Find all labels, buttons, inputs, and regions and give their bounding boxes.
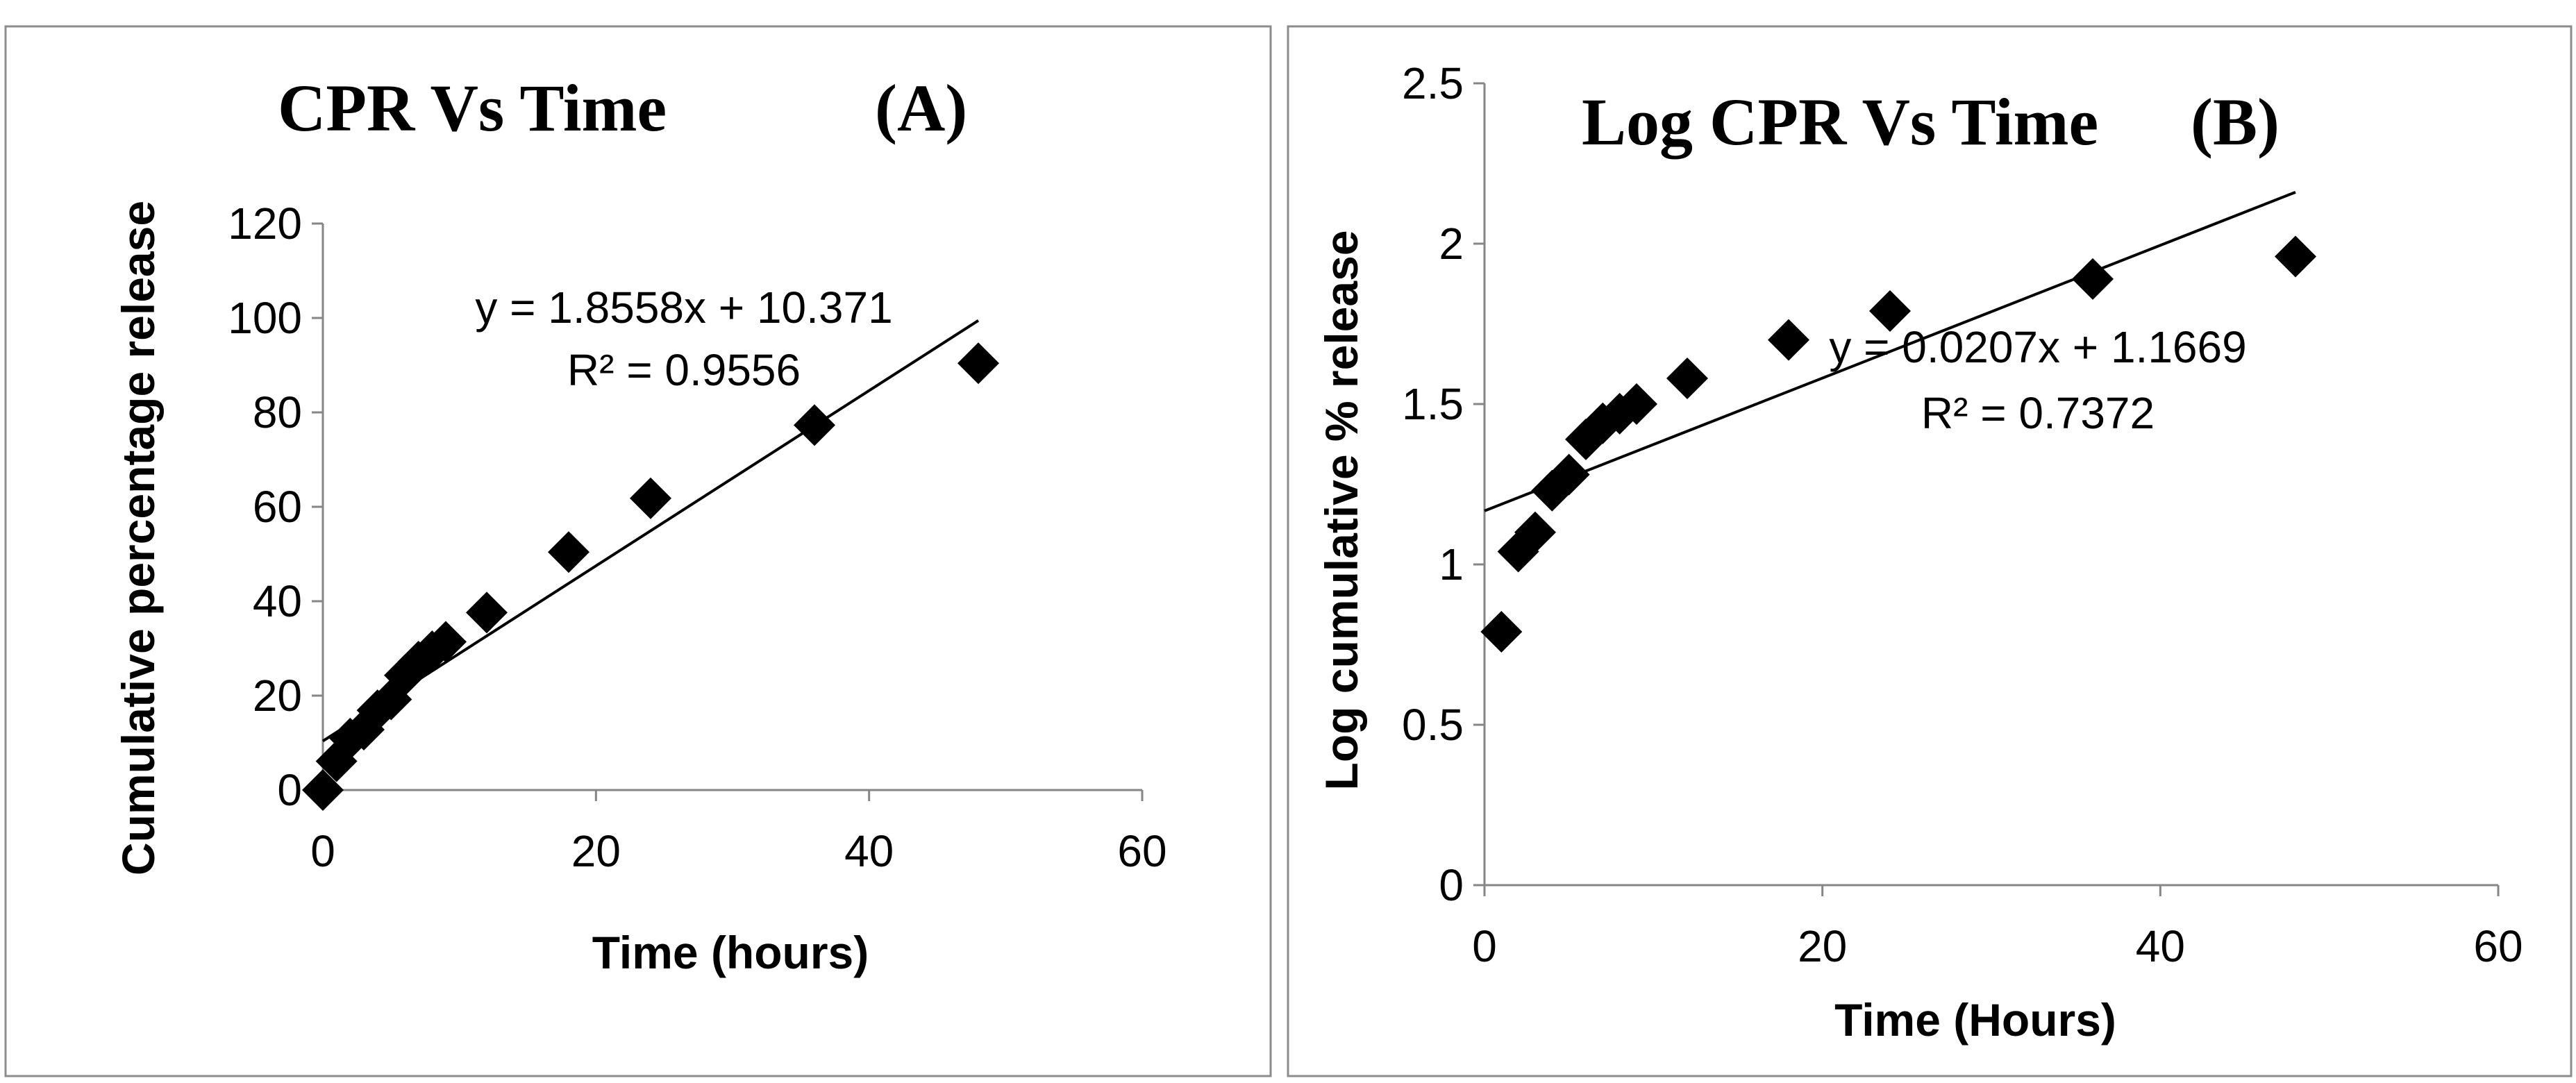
panel-b-y-axis-label: Log cumulative % release [1316,230,1367,791]
x-tick-label: 60 [2473,921,2523,971]
panel-a-frame [4,25,1272,1077]
y-tick-label: 2.5 [1402,58,1464,108]
data-point-marker [2275,235,2316,278]
panel-a-r-squared: R² = 0.9556 [567,345,801,395]
panel-a-title: CPR Vs Time [278,71,667,145]
y-tick-label: 1.5 [1402,379,1464,429]
panel-a-y-axis-label: Cumulative percentage release [112,201,164,875]
x-tick-label: 20 [1798,921,1847,971]
data-point-marker [1666,358,1708,400]
data-point-marker [1480,611,1523,653]
data-point-marker [1514,511,1556,553]
y-tick-label: 80 [253,387,302,437]
y-tick-label: 2 [1439,219,1464,269]
data-point-marker [794,404,835,446]
data-point-marker [466,591,508,634]
x-tick-label: 0 [310,826,335,876]
y-tick-label: 0 [277,765,302,815]
data-point-marker [548,531,589,573]
x-tick-label: 60 [1117,826,1166,876]
x-tick-label: 40 [844,826,894,876]
y-tick-label: 0 [1439,860,1464,910]
data-point-marker [957,342,999,385]
data-point-marker [2072,258,2114,300]
x-tick-label: 40 [2136,921,2185,971]
panel-b-points [1480,235,2316,653]
y-tick-label: 100 [228,293,302,343]
panel-b-frame [1287,25,2573,1077]
data-point-marker [1548,453,1590,496]
panel-b-r-squared: R² = 0.7372 [1921,388,2155,438]
y-tick-label: 60 [253,482,302,532]
panel-a-points [302,342,999,811]
y-tick-label: 20 [253,671,302,721]
y-tick-label: 1 [1439,539,1464,589]
panel-b-trendline [1484,190,2296,512]
y-tick-label: 0.5 [1402,700,1464,750]
chart-panel-b: Log CPR Vs Time (B) 00.511.522.50 20 40 60 … [1287,25,2573,1077]
panel-b-axes [1483,83,2498,887]
panel-b-equation: y = 0.0207x + 1.1669 [1829,322,2246,372]
panel-b-x-axis-label: Time (Hours) [1834,994,2116,1046]
x-tick-label: 0 [1472,921,1497,971]
data-point-marker [343,708,385,750]
panel-a-label: (A) [875,71,967,145]
y-tick-label: 40 [253,576,302,626]
x-tick-label: 20 [571,826,621,876]
panel-a-equation: y = 1.8558x + 10.371 [475,283,892,333]
data-point-marker [302,769,344,811]
data-point-marker [1768,319,1809,361]
data-point-marker [425,621,467,663]
data-point-marker [630,477,671,519]
data-point-marker [315,740,358,782]
panel-b-ticks: 0 0.5 1 1.5 2 2.5 0 20 40 60 [1402,58,2523,971]
panel-b-label: (B) [2191,85,2280,159]
panel-b-title: Log CPR Vs Time [1582,85,2098,159]
data-point-marker [1869,290,1911,333]
panel-a-ticks: 0 20 40 60 80 100 120 0 20 40 60 [228,199,1166,876]
y-tick-label: 120 [228,199,302,249]
chart-panel-a: CPR Vs Time (A) 0 20 40 60 80 100 120 0 20 40 60 y… [4,25,1272,1077]
panel-a-x-axis-label: Time (hours) [592,927,869,978]
data-point-marker [1616,383,1657,425]
